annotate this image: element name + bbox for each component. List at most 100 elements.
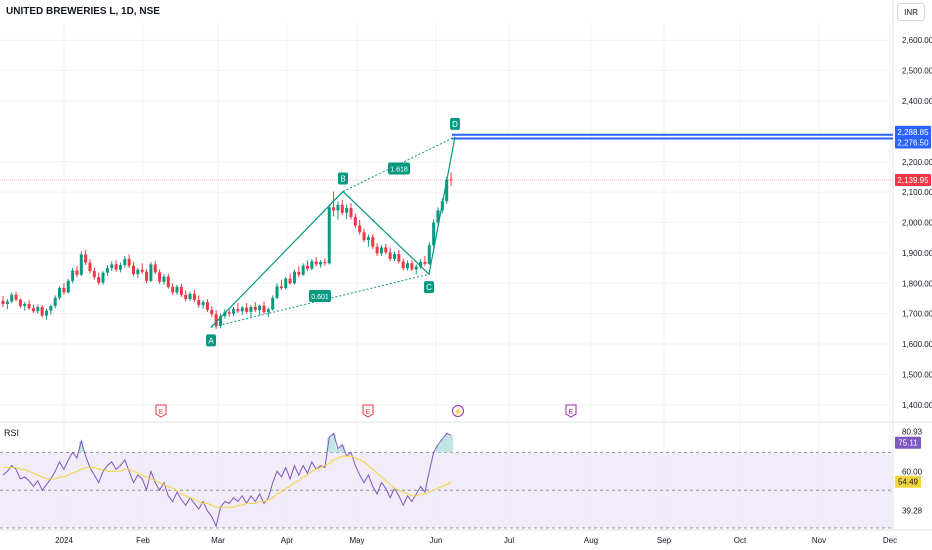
candle-body	[271, 297, 275, 310]
candle-body	[375, 246, 379, 254]
time-tick-label: May	[349, 536, 364, 545]
candle-body	[45, 310, 48, 316]
candle-body	[101, 272, 105, 283]
rsi-overbought-fill	[79, 441, 84, 453]
candle-body	[310, 261, 314, 269]
candle-body	[423, 262, 427, 264]
candle-body	[371, 237, 375, 247]
event-marker-label: E	[569, 409, 574, 416]
candle-body	[223, 312, 227, 317]
candle-body	[297, 271, 301, 275]
price-tag-label: 2,276.50	[897, 139, 929, 148]
candle-body	[436, 210, 440, 223]
price-tick-label: 1,600.00	[902, 340, 932, 349]
candle-body	[236, 309, 240, 312]
candle-body	[36, 306, 40, 312]
candle-body	[53, 297, 57, 307]
rsi-overbought-fill	[327, 437, 332, 453]
pattern-point-label: B	[340, 175, 345, 184]
candle-body	[88, 262, 92, 272]
candle-body	[262, 305, 266, 313]
event-marker-label: E	[366, 409, 371, 416]
candle-body	[162, 276, 166, 282]
event-marker-label: E	[159, 409, 164, 416]
rsi-line	[2, 432, 452, 528]
price-tick-label: 1,500.00	[902, 370, 932, 379]
candle-body	[118, 265, 122, 270]
time-tick-label: Sep	[657, 536, 672, 545]
candle-body	[284, 278, 288, 289]
candle-body	[184, 294, 188, 300]
candle-body	[166, 276, 170, 287]
price-tick-label: 1,900.00	[902, 249, 932, 258]
candle-body	[210, 310, 214, 315]
candle-body	[232, 309, 236, 314]
candle-body	[58, 287, 62, 298]
pattern-point-label: A	[208, 336, 214, 345]
candle-body	[419, 262, 423, 267]
candle-body	[192, 293, 196, 300]
candle-body	[188, 293, 192, 300]
pattern-point-d	[450, 117, 460, 130]
rsi-overbought-fill	[435, 444, 441, 453]
candle-body	[127, 258, 131, 266]
time-tick-label: Apr	[281, 536, 294, 545]
candle-body	[149, 264, 153, 281]
candle-body	[40, 306, 44, 316]
time-tick-label: Aug	[584, 536, 598, 545]
rsi-overbought-fill	[331, 433, 336, 453]
price-tick-label: 1,400.00	[902, 401, 932, 410]
time-tick-label: Mar	[211, 536, 225, 545]
rsi-panel-label[interactable]: RSI	[4, 428, 20, 438]
pattern-point-b	[338, 172, 348, 185]
candle-body	[123, 258, 127, 266]
pattern-point-a	[206, 334, 216, 347]
rsi-axis-label: 80.93	[902, 428, 923, 437]
candle-body	[410, 263, 414, 270]
candle-body	[319, 262, 323, 265]
time-tick-label: Jul	[504, 536, 514, 545]
price-tick-label: 1,700.00	[902, 310, 932, 319]
rsi-value-tag	[895, 436, 921, 449]
price-tick-label: 2,000.00	[902, 219, 932, 228]
candle-body	[332, 207, 336, 211]
candle-body	[323, 262, 327, 264]
candle-body	[388, 252, 392, 259]
rsi-value-tag-label: 75.11	[898, 439, 918, 448]
candle-body	[249, 306, 253, 312]
ratio-badge	[309, 290, 331, 303]
candle-body	[275, 286, 279, 298]
price-tick-label: 2,100.00	[902, 188, 932, 197]
candle-body	[62, 287, 66, 293]
rsi-overbought-fill	[340, 444, 345, 453]
price-tick-label: 2,400.00	[902, 97, 932, 106]
abcd-pattern-line	[210, 136, 456, 328]
candle-body	[79, 254, 83, 275]
candle-body	[75, 270, 79, 275]
candle-body	[1, 300, 5, 304]
currency-button[interactable]: INR	[897, 3, 925, 21]
symbol-title[interactable]: UNITED BREWERIES L, 1D, NSE	[6, 6, 160, 17]
candle-body	[171, 286, 175, 293]
rsi-overbought-fill	[448, 435, 454, 453]
candle-body	[201, 302, 205, 306]
candle-body	[353, 217, 357, 226]
candle-body	[205, 302, 209, 311]
candle-body	[314, 261, 318, 265]
candle-body	[393, 254, 396, 259]
price-tag-label: 2,139.95	[897, 176, 929, 185]
candle-body	[258, 305, 262, 311]
earnings-marker-icon	[565, 404, 577, 418]
candle-body	[175, 286, 179, 293]
candle-body	[110, 264, 114, 269]
candle-body	[18, 299, 22, 307]
event-marker-label: ⚡	[454, 407, 463, 416]
ratio-label: 1.618	[390, 166, 408, 173]
rsi-axis-label: 60.00	[902, 467, 923, 476]
candle-body	[245, 307, 249, 312]
time-tick-label: Feb	[136, 536, 150, 545]
candle-body	[427, 245, 431, 264]
candle-body	[214, 314, 218, 326]
candle-body	[340, 204, 344, 213]
